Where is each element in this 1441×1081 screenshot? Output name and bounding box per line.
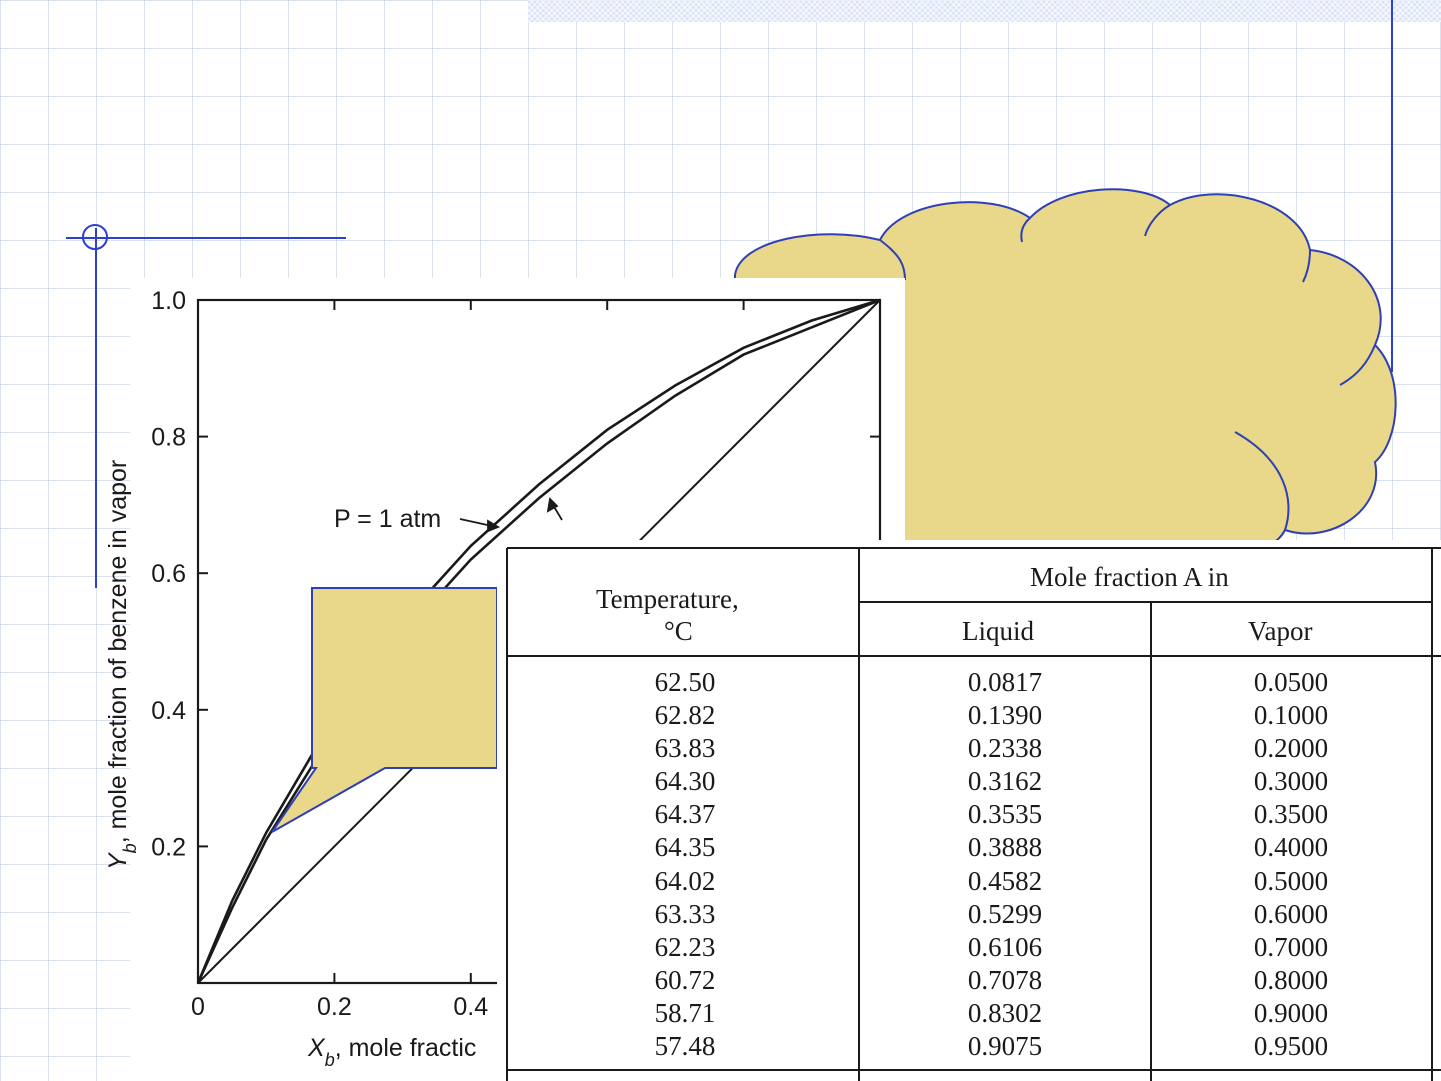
y-tick-label: 0.4 <box>151 697 186 725</box>
column-liquid: 0.0817 0.1390 0.2338 0.3162 0.3535 0.3888 0.45… <box>940 666 1070 1063</box>
crosshair-icon <box>82 224 108 250</box>
x-tick-label: 0 <box>191 993 205 1021</box>
x-tick-label: 0.2 <box>317 993 352 1021</box>
column-temperature: 62.50 62.82 63.83 64.30 64.37 64.35 64.02 63.33… <box>620 666 750 1063</box>
temperature-cell: 58.71 <box>654 997 716 1028</box>
liquid-cell: 0.4582 <box>967 865 1043 896</box>
temperature-cell: 60.72 <box>654 964 716 995</box>
vapor-cell: 0.8000 <box>1253 964 1329 995</box>
liquid-cell: 0.3535 <box>967 799 1043 830</box>
header-temperature-line2: °C <box>664 616 693 646</box>
column-vapor: 0.0500 0.1000 0.2000 0.3000 0.3500 0.4000 0.50… <box>1226 666 1356 1063</box>
header-liquid: Liquid <box>962 616 1034 646</box>
header-mole-fraction: Mole fraction A in <box>1030 562 1229 593</box>
liquid-cell: 0.2338 <box>967 733 1043 764</box>
header-vapor: Vapor <box>1248 616 1313 646</box>
temperature-cell: 62.50 <box>654 667 716 697</box>
temperature-cell: 57.48 <box>654 1031 716 1062</box>
y-tick-label: 1.0 <box>151 287 186 315</box>
liquid-cell: 0.0817 <box>967 667 1043 697</box>
x-axis-label: Xb, mole fractic <box>307 1034 476 1070</box>
liquid-cell: 0.9075 <box>967 1031 1043 1062</box>
liquid-cell: 0.1390 <box>967 700 1043 731</box>
vapor-cell: 0.4000 <box>1253 832 1329 863</box>
liquid-cell: 0.3162 <box>967 766 1043 797</box>
annotation-arrows <box>459 497 563 533</box>
y-tick-label: 0.6 <box>151 560 186 588</box>
y-tick-label: 0.2 <box>151 833 186 861</box>
vapor-cell: 0.3500 <box>1253 799 1329 830</box>
chart-tick-labels: 0 0.2 0.4 1.0 0.8 0.6 0.4 0.2 <box>151 287 488 1021</box>
liquid-cell: 0.5299 <box>967 898 1043 929</box>
temperature-cell: 63.83 <box>654 733 716 764</box>
x-tick-label: 0.4 <box>453 993 488 1021</box>
vapor-cell: 0.7000 <box>1253 931 1329 962</box>
liquid-cell: 0.3888 <box>967 832 1043 863</box>
header-group-text: Mole fraction A in <box>1030 562 1229 592</box>
header-temperature-line1: Temperature, <box>596 584 739 614</box>
vapor-cell: 0.1000 <box>1253 700 1329 731</box>
liquid-cell: 0.8302 <box>967 997 1043 1028</box>
temperature-cell: 64.02 <box>654 865 716 896</box>
liquid-cell: 0.6106 <box>967 931 1043 962</box>
temperature-cell: 63.33 <box>654 898 716 929</box>
left-decor-hline <box>66 237 346 239</box>
y-axis-label: Yb, mole fraction of benzene in vapor <box>104 460 140 870</box>
annotation-pressure: P = 1 atm <box>334 505 441 533</box>
vapor-cell: 0.9000 <box>1253 997 1329 1028</box>
temperature-cell: 64.35 <box>654 832 716 863</box>
temperature-cell: 64.30 <box>654 766 716 797</box>
vapor-cell: 0.6000 <box>1253 898 1329 929</box>
y-tick-label: 0.8 <box>151 424 186 452</box>
liquid-cell: 0.7078 <box>967 964 1043 995</box>
series-line-0 <box>196 298 881 984</box>
vapor-cell: 0.5000 <box>1253 865 1329 896</box>
series-line-1 <box>196 298 881 984</box>
vapor-cell: 0.3000 <box>1253 766 1329 797</box>
vapor-cell: 0.9500 <box>1253 1031 1329 1062</box>
left-decor-line <box>95 228 97 588</box>
vapor-cell: 0.2000 <box>1253 733 1329 764</box>
temperature-cell: 62.82 <box>654 700 716 731</box>
temperature-cell: 62.23 <box>654 931 716 962</box>
vapor-cell: 0.0500 <box>1253 667 1329 697</box>
title-band <box>528 0 1441 22</box>
temperature-cell: 64.37 <box>654 799 716 830</box>
right-decor-line <box>1391 0 1393 372</box>
vle-table <box>497 540 1441 1081</box>
